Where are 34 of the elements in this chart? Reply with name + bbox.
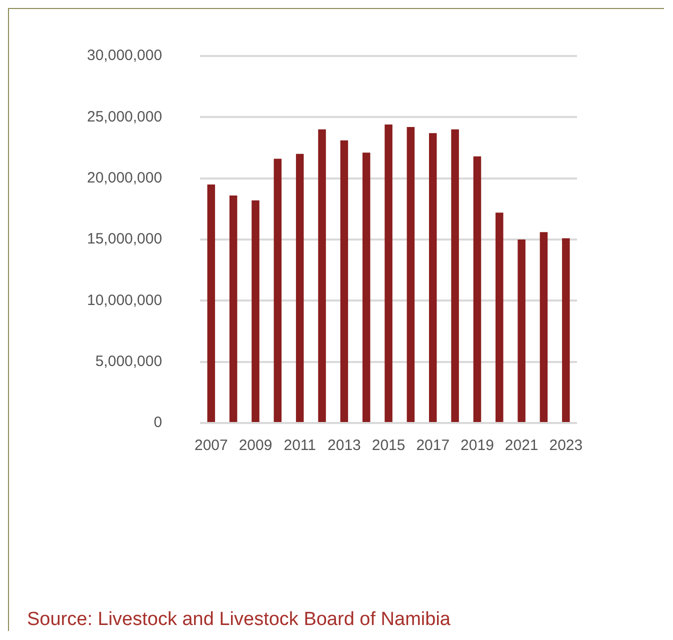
- x-tick-label: 2019: [460, 437, 494, 454]
- x-tick-label: 2007: [194, 437, 228, 454]
- bar: [540, 232, 548, 422]
- bar: [340, 140, 348, 422]
- bar: [473, 156, 482, 422]
- x-tick-label: 2009: [238, 437, 272, 454]
- y-tick-label: 5,000,000: [95, 352, 162, 370]
- x-tick-label: 2023: [549, 437, 583, 454]
- y-tick-label: 25,000,000: [86, 108, 162, 126]
- bar: [562, 238, 570, 422]
- bar: [451, 129, 459, 422]
- bar: [496, 212, 504, 422]
- y-tick-label: 0: [154, 414, 162, 432]
- bar: [362, 152, 370, 422]
- y-tick-label: 15,000,000: [86, 230, 162, 248]
- bar: [252, 200, 260, 422]
- x-tick-label: 2011: [284, 437, 316, 454]
- bar: [229, 195, 238, 422]
- x-tick-label: 2021: [504, 437, 538, 454]
- bar: [406, 126, 415, 422]
- bar: [318, 129, 326, 422]
- bar: [429, 133, 437, 422]
- bar: [274, 158, 282, 422]
- bar: [384, 124, 392, 422]
- bar: [207, 184, 216, 422]
- source-note: Source: Livestock and Livestock Board of Namibia: [27, 609, 450, 631]
- bar: [296, 154, 304, 422]
- y-tick-label: 20,000,000: [86, 169, 162, 186]
- x-tick-label: 2017: [416, 437, 450, 454]
- y-tick-label: 10,000,000: [86, 292, 162, 309]
- y-tick-label: 30,000,000: [86, 47, 162, 64]
- x-tick-label: 2013: [328, 437, 361, 454]
- bar: [518, 240, 526, 422]
- x-tick-label: 2015: [372, 437, 406, 454]
